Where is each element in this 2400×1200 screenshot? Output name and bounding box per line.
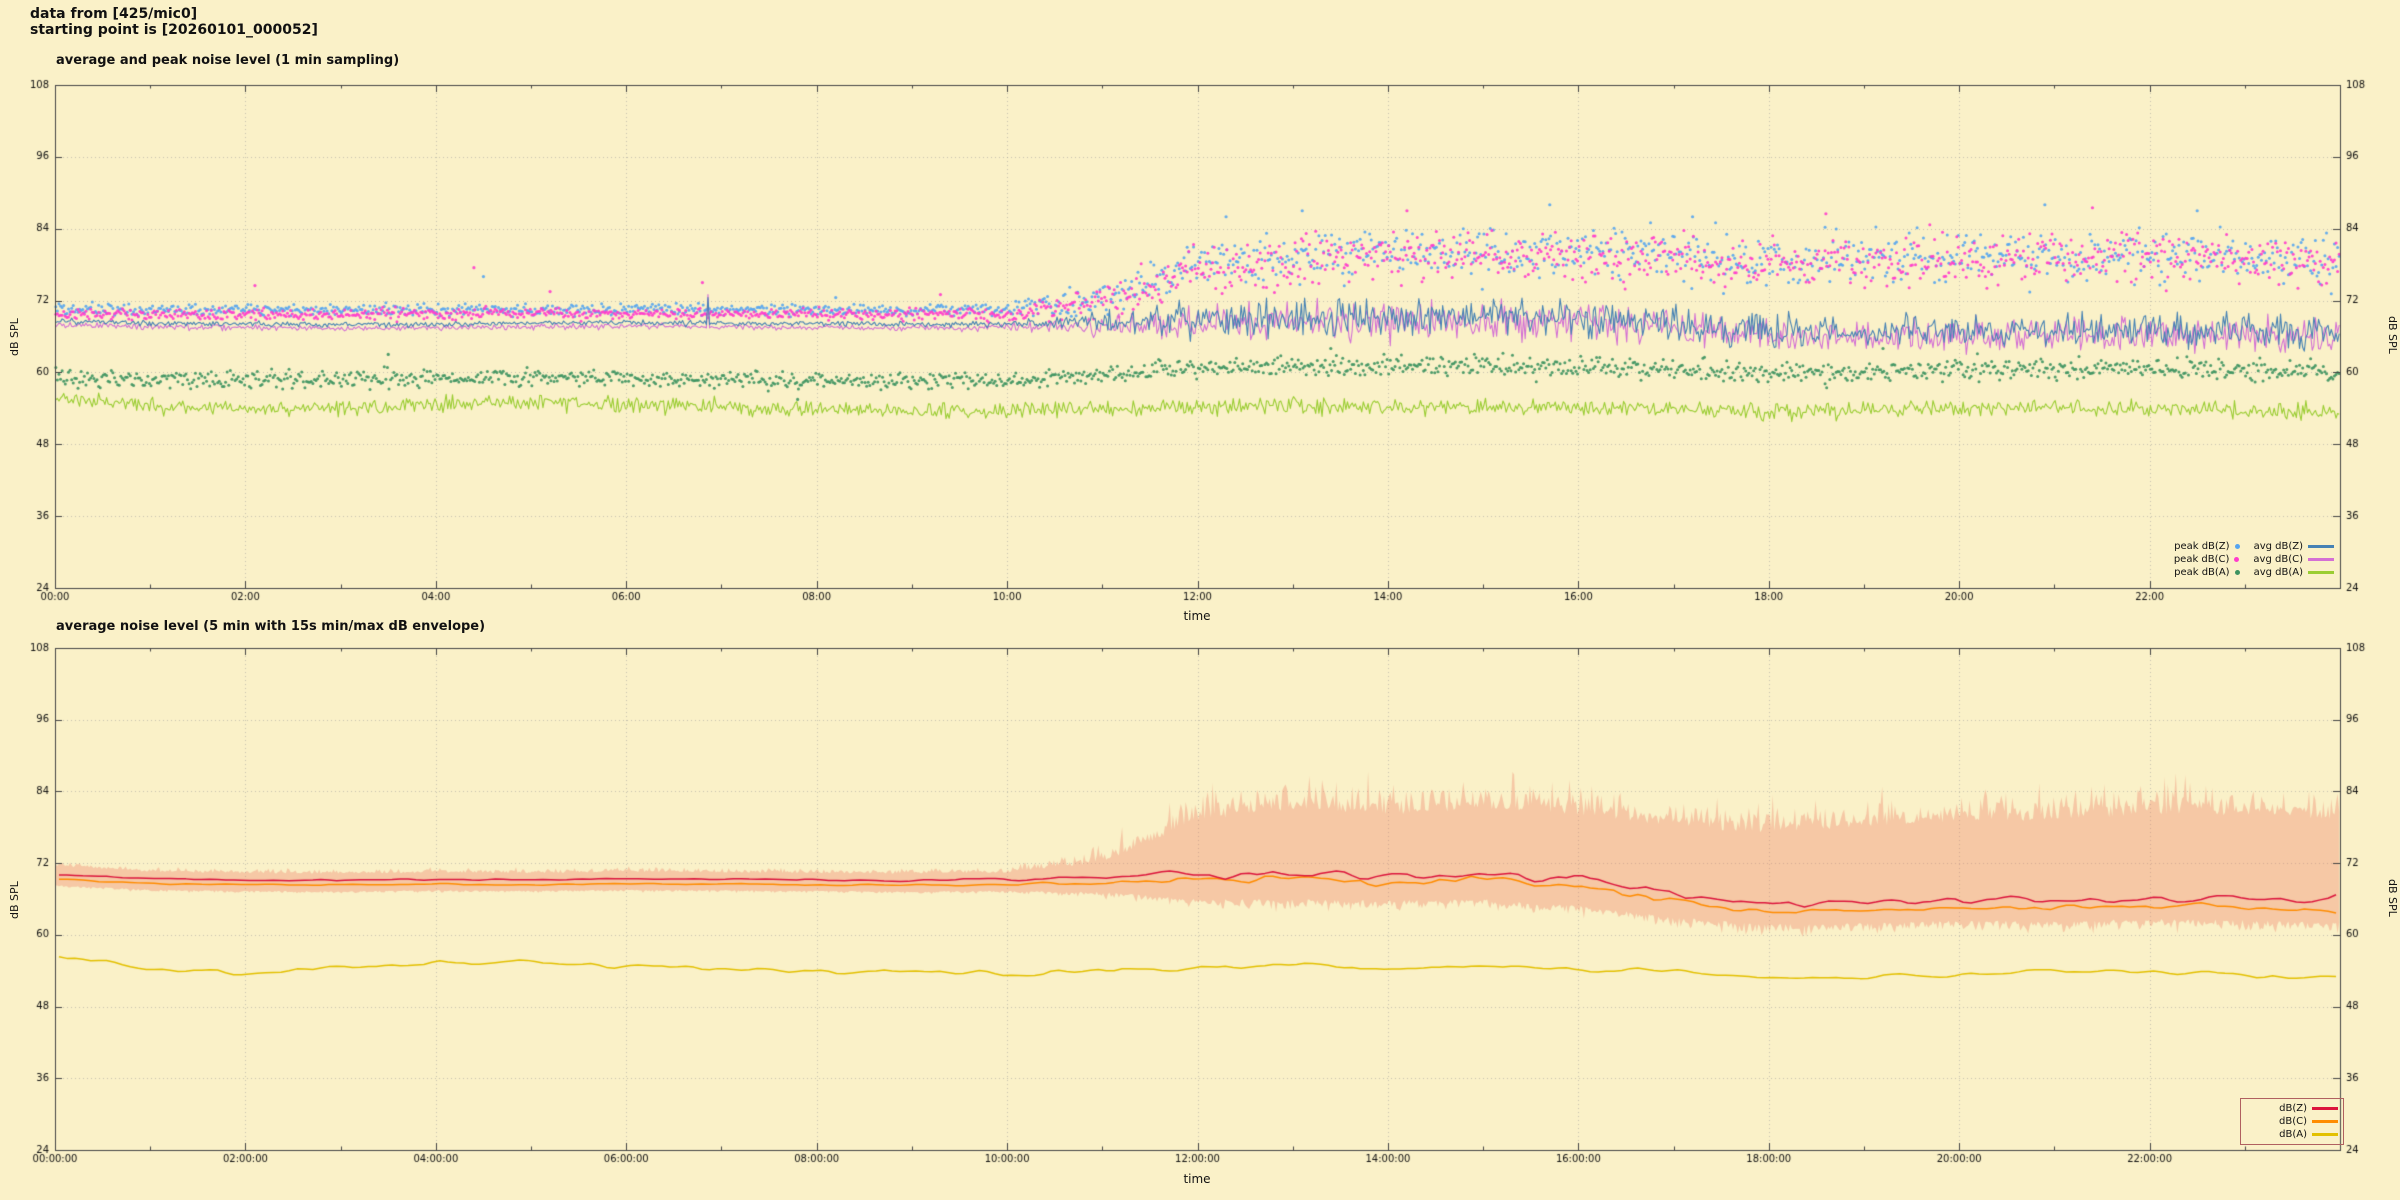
header-start-time: starting point is [20260101_000052] bbox=[30, 22, 318, 38]
legend-line-marker bbox=[2308, 545, 2334, 548]
legend-label: peak dB(A) bbox=[2174, 567, 2230, 578]
chart1-ylabel-left: dB SPL bbox=[8, 318, 21, 356]
legend-entry: dB(A) bbox=[2279, 1129, 2338, 1140]
legend-entry: peak dB(Z) bbox=[2174, 541, 2240, 552]
legend-label: peak dB(C) bbox=[2173, 554, 2230, 565]
legend-entry: dB(C) bbox=[2279, 1116, 2338, 1127]
chart1-ylabel-right: dB SPL bbox=[2386, 316, 2399, 354]
legend-label: avg dB(Z) bbox=[2253, 541, 2303, 552]
legend-entry: avg dB(C) bbox=[2253, 554, 2334, 565]
legend-dot-marker bbox=[2234, 570, 2240, 575]
legend-row: peak dB(C) avg dB(C) bbox=[2114, 553, 2334, 566]
legend-entry: dB(Z) bbox=[2279, 1103, 2338, 1114]
legend-row: dB(C) bbox=[2246, 1115, 2338, 1128]
legend-dot-marker bbox=[2234, 557, 2240, 562]
header-data-source: data from [425/mic0] bbox=[30, 6, 198, 22]
legend-dot-marker bbox=[2234, 544, 2240, 549]
chart2-xlabel: time bbox=[1183, 1172, 1211, 1186]
legend-row: dB(Z) bbox=[2246, 1102, 2338, 1115]
legend-entry: peak dB(C) bbox=[2174, 554, 2240, 565]
legend-row: peak dB(Z) avg dB(Z) bbox=[2114, 540, 2334, 553]
legend-line-marker bbox=[2312, 1120, 2338, 1123]
chart1-xlabel: time bbox=[1183, 609, 1211, 623]
legend-line-marker bbox=[2312, 1133, 2338, 1136]
legend-entry: avg dB(A) bbox=[2254, 567, 2334, 578]
legend-label: avg dB(C) bbox=[2253, 554, 2303, 565]
legend-entry: avg dB(Z) bbox=[2254, 541, 2334, 552]
legend-label: peak dB(Z) bbox=[2174, 541, 2230, 552]
legend-line-marker bbox=[2308, 571, 2334, 574]
legend-label: avg dB(A) bbox=[2253, 567, 2303, 578]
chart1-title: average and peak noise level (1 min samp… bbox=[56, 53, 400, 68]
legend-line-marker bbox=[2308, 558, 2334, 561]
chart2-ylabel-right: dB SPL bbox=[2386, 879, 2399, 917]
legend-label: dB(Z) bbox=[2279, 1103, 2307, 1114]
legend-row: dB(A) bbox=[2246, 1128, 2338, 1141]
legend-entry: peak dB(A) bbox=[2174, 567, 2240, 578]
chart1-legend: peak dB(Z) avg dB(Z) peak dB(C) avg dB(C) pe… bbox=[2114, 540, 2334, 579]
legend-line-marker bbox=[2312, 1107, 2338, 1110]
legend-row: peak dB(A) avg dB(A) bbox=[2114, 566, 2334, 579]
chart2-legend: dB(Z) dB(C) dB(A) bbox=[2240, 1098, 2344, 1145]
chart2-title: average noise level (5 min with 15s min/… bbox=[56, 619, 486, 634]
legend-label: dB(C) bbox=[2279, 1116, 2307, 1127]
legend-label: dB(A) bbox=[2279, 1129, 2307, 1140]
chart2-ylabel-left: dB SPL bbox=[8, 881, 21, 919]
